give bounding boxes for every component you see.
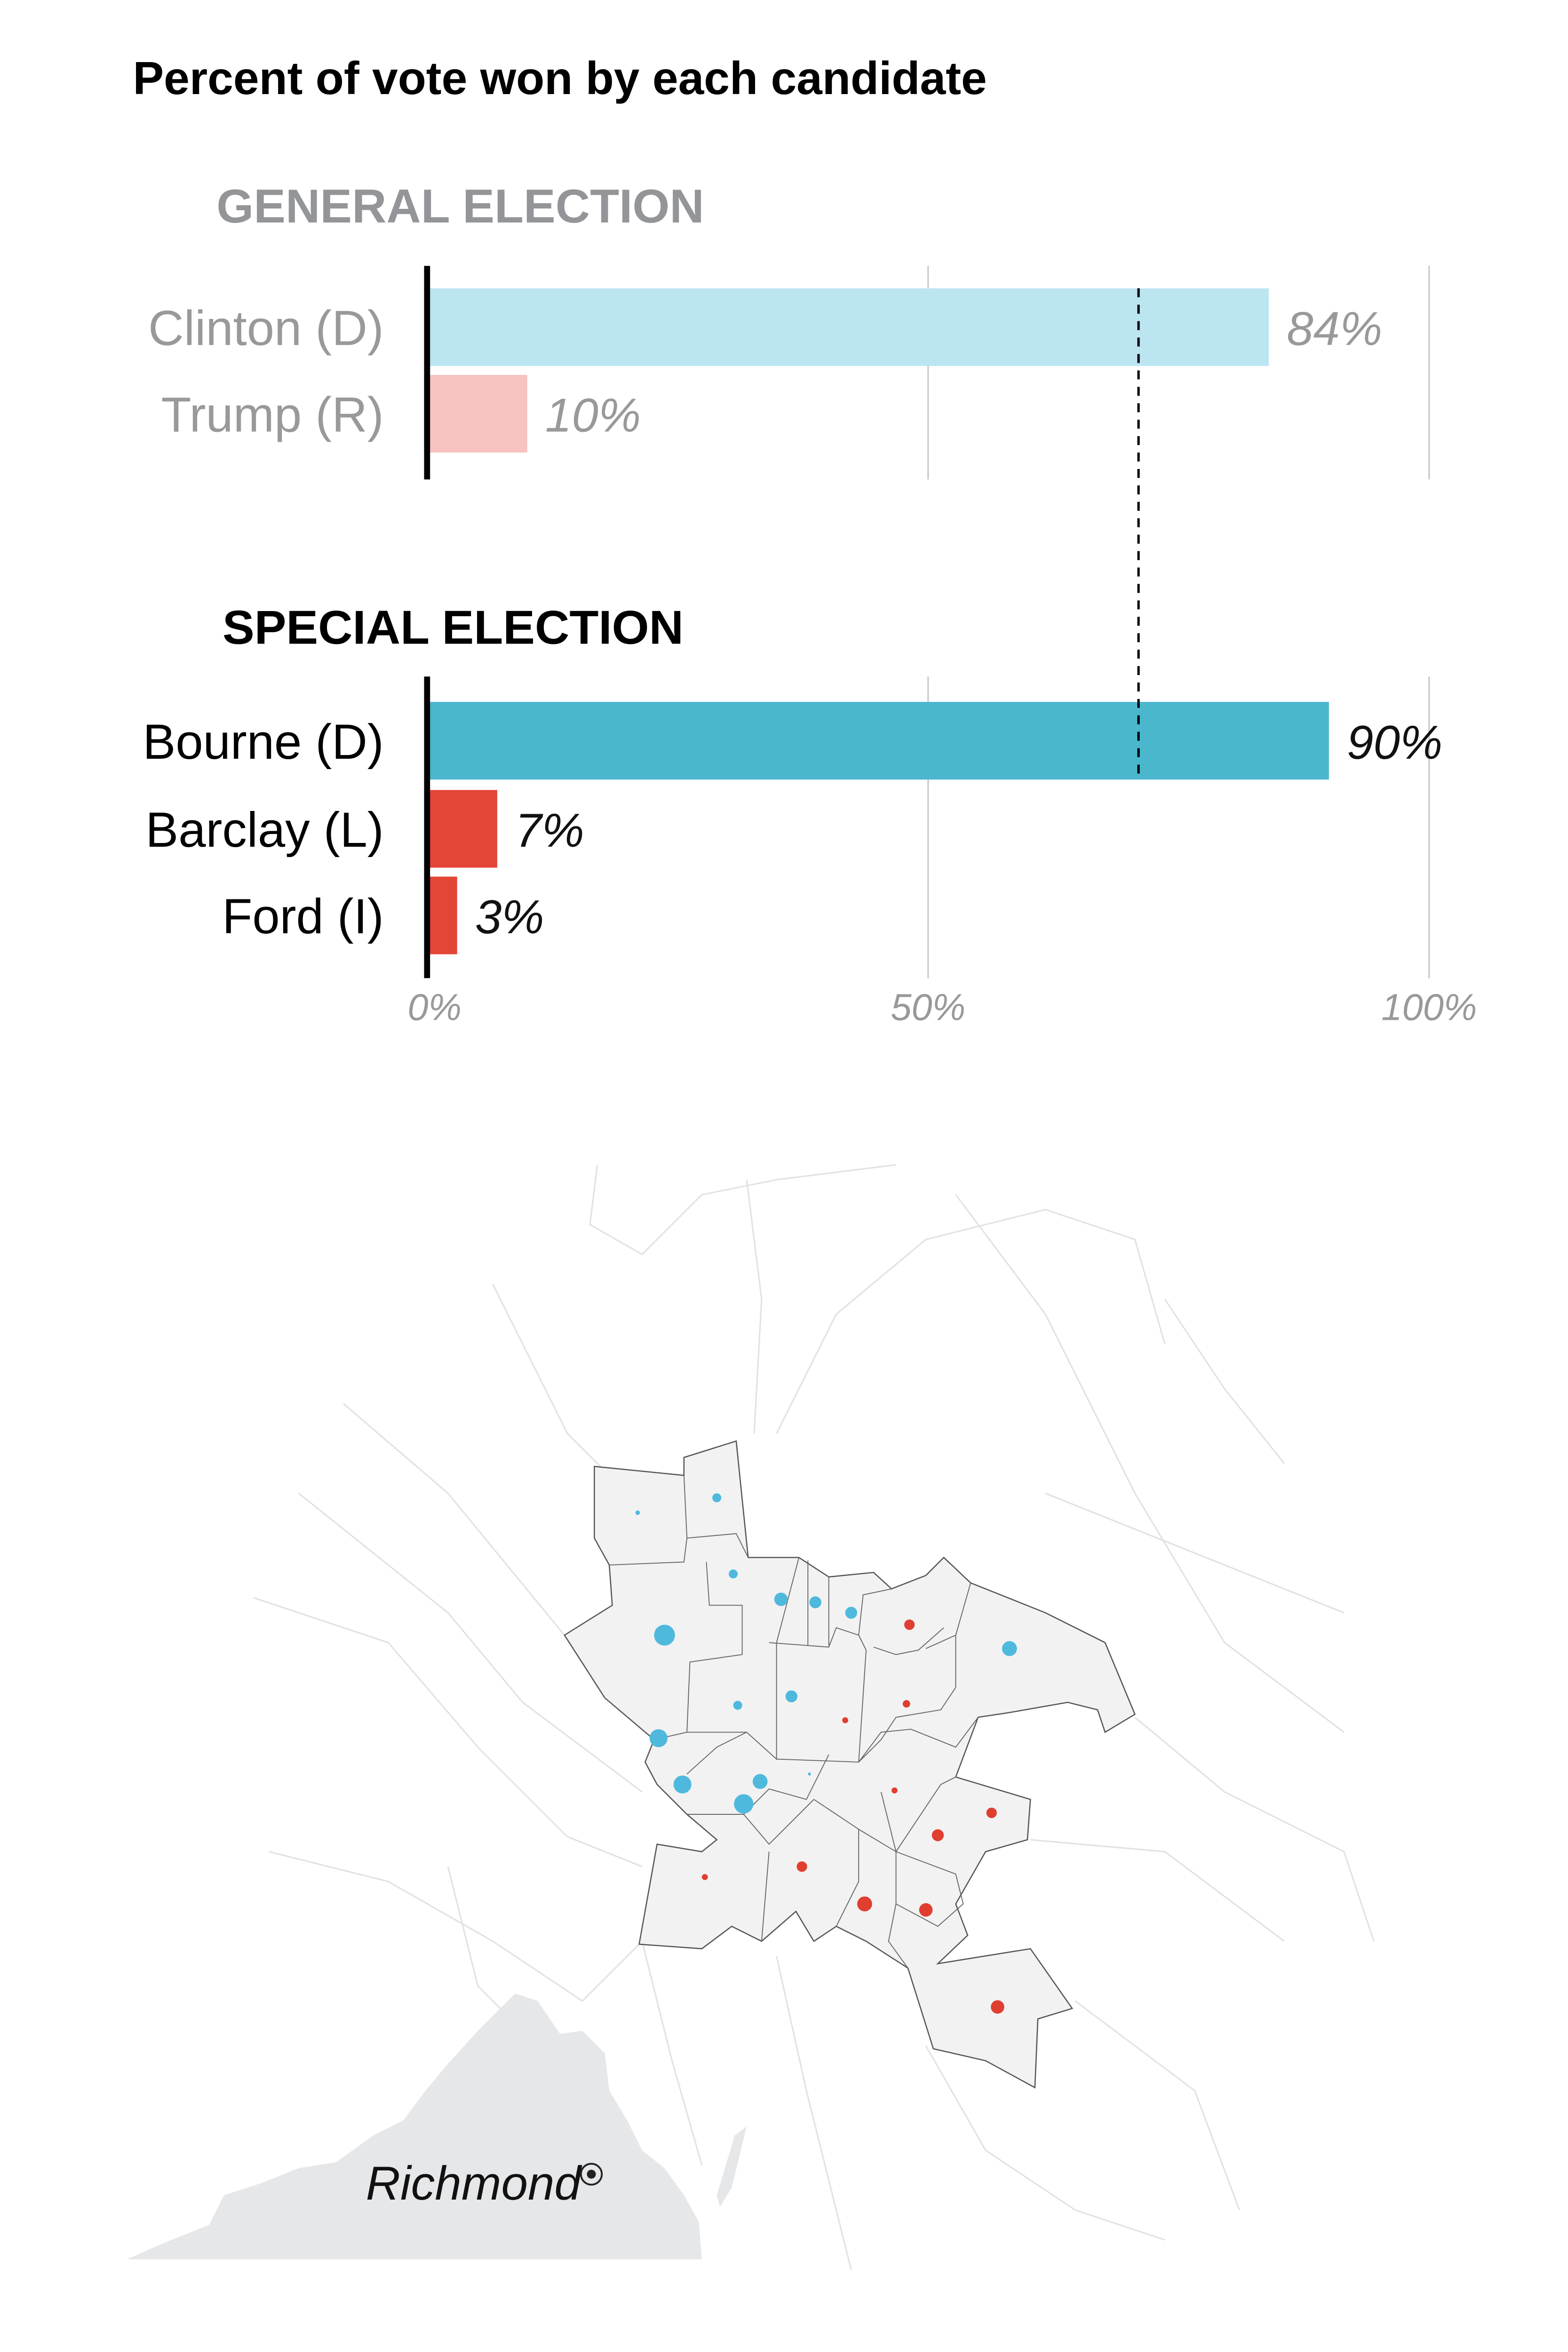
virginia-shape [127, 1993, 702, 2259]
bar [427, 374, 527, 453]
bar [427, 876, 457, 954]
republican-dot [919, 1903, 933, 1917]
x-tick-label: 50% [891, 986, 965, 1028]
bar [427, 790, 497, 868]
category-label: Bourne (D) [143, 715, 383, 770]
republican-dot [991, 2000, 1004, 2014]
value-label: 7% [515, 803, 584, 857]
republican-dot [891, 1787, 898, 1794]
democrat-dot [729, 1569, 738, 1579]
democrat-dot [734, 1794, 754, 1814]
category-label: Barclay (L) [145, 803, 383, 858]
democrat-dot [654, 1624, 675, 1646]
eastern-shore [716, 2126, 747, 2207]
republican-dot [904, 1619, 915, 1630]
democrat-dot [1002, 1641, 1017, 1656]
precinct-map: Richmond [127, 1164, 1375, 2270]
city-marker-dot [587, 2169, 596, 2179]
republican-dot [796, 1861, 807, 1872]
democrat-dot [808, 1772, 811, 1776]
bar [427, 702, 1329, 780]
republican-dot [931, 1829, 944, 1842]
democrat-dot [752, 1774, 768, 1789]
democrat-dot [635, 1510, 640, 1515]
democrat-dot [774, 1592, 788, 1606]
city-marker-ring [580, 2162, 603, 2186]
city-precincts [564, 1440, 1136, 2089]
x-tick-label: 100% [1381, 986, 1477, 1028]
virginia-locator: Richmond [127, 1993, 747, 2259]
republican-dot [857, 1896, 872, 1912]
republican-dot [902, 1700, 910, 1708]
bar-chart: GENERAL ELECTION Clinton (D) 84% Trump (R) 1… [143, 179, 1477, 1028]
republican-dot [842, 1717, 848, 1724]
democrat-dot [673, 1775, 692, 1794]
value-label: 84% [1287, 302, 1382, 356]
democrat-dot [733, 1700, 742, 1710]
democrat-dot [649, 1729, 668, 1748]
democrat-dot [809, 1596, 821, 1608]
bar [427, 288, 1269, 366]
section-heading: GENERAL ELECTION [216, 179, 704, 233]
republican-dot [701, 1874, 708, 1880]
result-dots [635, 1493, 1017, 2014]
category-label: Trump (R) [161, 388, 384, 443]
section-heading: SPECIAL ELECTION [223, 600, 684, 654]
democrat-dot [785, 1690, 798, 1702]
precincts [564, 1440, 1136, 2089]
category-label: Ford (I) [222, 889, 383, 944]
democrat-dot [712, 1493, 722, 1502]
value-label: 90% [1347, 715, 1442, 769]
value-label: 10% [545, 389, 641, 442]
category-label: Clinton (D) [148, 301, 384, 356]
chart-title: Percent of vote won by each candidate [133, 52, 987, 104]
value-label: 3% [475, 890, 544, 944]
democrat-dot [845, 1606, 858, 1619]
x-tick-label: 0% [407, 986, 462, 1028]
city-label: Richmond [366, 2156, 583, 2210]
republican-dot [986, 1807, 997, 1818]
